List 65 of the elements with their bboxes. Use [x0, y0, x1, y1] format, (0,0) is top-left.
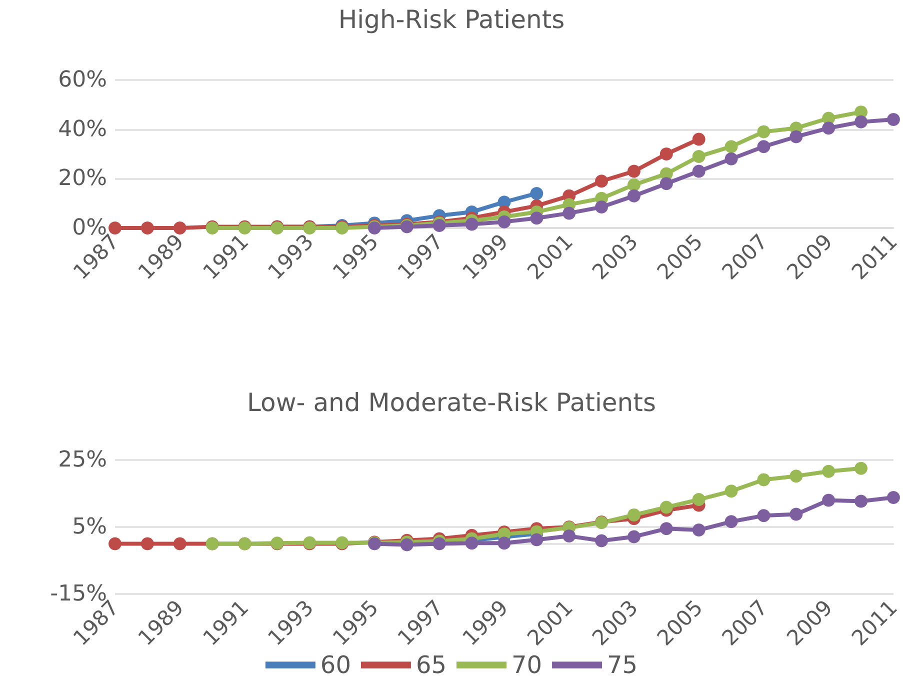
point — [400, 538, 414, 552]
y-tick-label: 60% — [58, 68, 107, 92]
point — [108, 537, 122, 550]
point — [757, 140, 770, 154]
point — [627, 530, 640, 544]
point — [822, 122, 836, 135]
point — [886, 112, 900, 126]
point — [627, 189, 640, 202]
point — [595, 174, 608, 188]
point — [595, 200, 608, 214]
point — [530, 212, 544, 225]
point — [854, 115, 868, 128]
legend-label: 60 — [320, 651, 351, 679]
y-tick-label: 25% — [58, 448, 107, 472]
point — [757, 509, 770, 522]
point — [562, 206, 576, 220]
legend-label: 70 — [512, 651, 542, 679]
point — [692, 493, 706, 506]
point — [498, 215, 511, 228]
point — [692, 524, 706, 537]
point — [757, 125, 770, 138]
point — [790, 470, 803, 483]
point — [757, 473, 770, 486]
point — [173, 537, 186, 550]
point — [140, 537, 154, 550]
point — [140, 222, 154, 234]
point — [173, 222, 186, 234]
point — [595, 534, 608, 548]
point — [724, 152, 738, 166]
y-tick-label: 40% — [58, 116, 107, 142]
point — [724, 484, 738, 498]
y-tick-label: 5% — [72, 514, 107, 540]
y-tick-label: 20% — [58, 166, 107, 192]
point — [660, 177, 673, 190]
point — [660, 148, 673, 160]
point — [886, 491, 900, 504]
point — [790, 508, 803, 521]
point — [660, 500, 673, 514]
chart-title: Low- and Moderate-Risk Patients — [247, 388, 656, 417]
legend-label: 75 — [607, 651, 638, 679]
legend-label: 65 — [416, 651, 447, 679]
point — [627, 508, 640, 522]
point — [822, 494, 836, 507]
point — [530, 533, 544, 546]
point — [465, 536, 478, 550]
point — [660, 522, 673, 536]
point — [822, 464, 836, 478]
point — [692, 132, 706, 146]
point — [627, 164, 640, 178]
point — [562, 530, 576, 543]
point — [790, 130, 803, 144]
point — [465, 218, 478, 231]
point — [498, 536, 511, 550]
point — [692, 150, 706, 163]
point — [432, 219, 446, 232]
point — [530, 186, 544, 200]
point — [724, 515, 738, 528]
point — [724, 140, 738, 154]
point — [432, 537, 446, 550]
point — [854, 462, 868, 475]
point — [627, 178, 640, 192]
point — [854, 494, 868, 508]
point — [108, 222, 122, 234]
chart-title: High-Risk Patients — [338, 5, 565, 34]
point — [692, 164, 706, 178]
